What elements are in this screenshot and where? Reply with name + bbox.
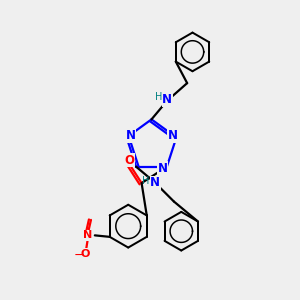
Text: N: N xyxy=(125,130,136,142)
Text: N: N xyxy=(150,176,160,189)
Text: N: N xyxy=(158,162,167,175)
Text: N: N xyxy=(83,230,93,240)
Text: O: O xyxy=(124,154,134,167)
Text: O: O xyxy=(81,249,90,259)
Text: −: − xyxy=(74,249,85,262)
Text: H: H xyxy=(142,176,149,186)
Text: N: N xyxy=(162,93,172,106)
Text: H: H xyxy=(155,92,162,102)
Text: N: N xyxy=(167,130,178,142)
